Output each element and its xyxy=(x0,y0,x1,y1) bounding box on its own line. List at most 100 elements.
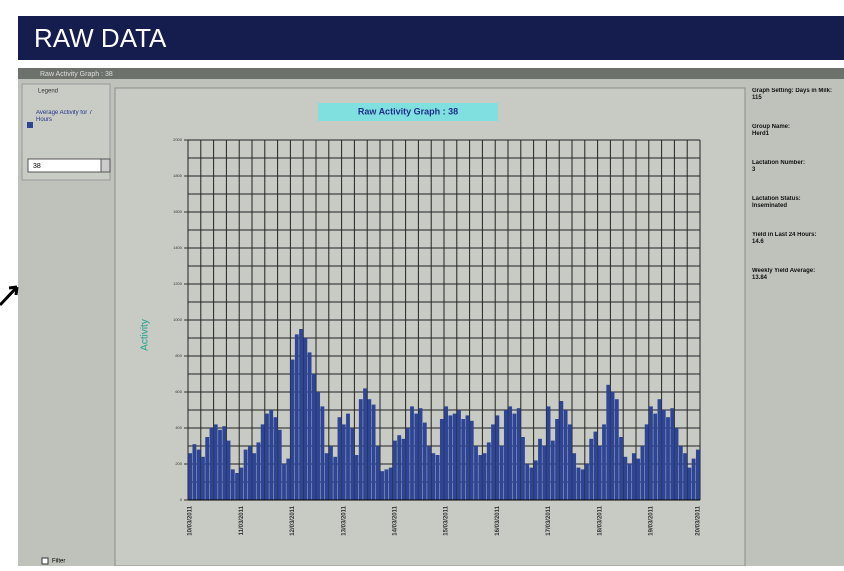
bar xyxy=(209,428,214,500)
header-title: RAW DATA xyxy=(34,23,167,53)
header-bar xyxy=(18,16,844,60)
bar xyxy=(269,410,274,500)
bar xyxy=(303,338,308,500)
bar xyxy=(486,442,491,500)
bar xyxy=(606,384,611,500)
bar xyxy=(631,453,636,500)
bar xyxy=(201,456,205,500)
x-tick-label: 12/03/2011 xyxy=(290,505,296,535)
info-label: Lactation Status: xyxy=(752,196,801,202)
bar xyxy=(666,417,670,500)
bar xyxy=(563,410,568,500)
bar xyxy=(550,440,555,500)
bar xyxy=(678,446,683,500)
y-tick-label: 1000 xyxy=(173,317,183,322)
bar xyxy=(444,406,449,500)
bar xyxy=(627,464,632,500)
checkbox[interactable] xyxy=(41,557,49,565)
window-title: Raw Activity Graph : 38 xyxy=(40,71,113,78)
bar xyxy=(422,422,427,500)
bar xyxy=(649,406,653,500)
bar xyxy=(243,449,248,500)
info-text: Graph Setting: Days in Milk: 115 xyxy=(752,88,840,102)
bar xyxy=(461,419,466,500)
bar xyxy=(657,399,662,500)
info-label: Lactation Number: xyxy=(752,160,806,166)
bar xyxy=(572,453,577,500)
bar xyxy=(256,442,261,500)
arrow xyxy=(0,285,19,307)
chart-title: Raw Activity Graph : 38 xyxy=(358,106,458,116)
bar xyxy=(213,424,218,500)
bar xyxy=(542,446,547,500)
bar xyxy=(589,438,594,500)
info-text: Lactation Number: 3 xyxy=(752,160,840,174)
bar xyxy=(597,446,602,500)
info-item: Lactation Status:Inseminated xyxy=(752,196,801,209)
bar xyxy=(674,428,679,500)
bar xyxy=(273,417,278,500)
bar xyxy=(333,456,338,500)
bar xyxy=(495,415,500,500)
bar xyxy=(311,374,316,500)
bar xyxy=(478,455,483,500)
y-tick-label: 600 xyxy=(175,389,182,394)
bar xyxy=(521,437,525,500)
y-tick-label: 1800 xyxy=(173,173,183,178)
x-tick-label: 15/03/2011 xyxy=(444,505,450,535)
x-tick-label: 10/03/2011 xyxy=(188,505,194,535)
bar xyxy=(431,453,436,500)
bar xyxy=(469,420,474,500)
bar xyxy=(290,359,295,500)
selector-button[interactable] xyxy=(100,158,111,173)
y-tick-label: 0 xyxy=(180,497,183,502)
chart-title-box xyxy=(318,103,498,121)
bar xyxy=(435,455,440,500)
x-tick-label: 20/03/2011 xyxy=(695,505,701,535)
bar xyxy=(384,469,389,500)
bar xyxy=(363,388,367,500)
bar xyxy=(341,424,346,500)
bar xyxy=(538,438,542,500)
x-tick-label: 14/03/2011 xyxy=(393,505,399,535)
bar xyxy=(324,453,329,500)
bar xyxy=(294,334,299,500)
window-title-bar xyxy=(18,68,844,79)
bar xyxy=(640,446,645,500)
x-tick-label: 16/03/2011 xyxy=(495,505,501,535)
bar xyxy=(529,467,534,500)
bar xyxy=(636,458,641,500)
legend-item-box: Average Activity for 7 Hours xyxy=(36,110,92,123)
bar xyxy=(525,464,530,500)
info-label: Graph Setting: Days in Milk: xyxy=(752,88,833,94)
bar xyxy=(533,460,538,500)
bar xyxy=(375,446,380,500)
x-tick-label: 17/03/2011 xyxy=(546,505,552,535)
info-item: Weekly Yield Average:13.84 xyxy=(752,268,840,282)
bar xyxy=(559,401,564,500)
info-text: Weekly Yield Average: 13.84 xyxy=(752,268,840,282)
bar xyxy=(623,456,628,500)
bar xyxy=(512,413,517,500)
bar xyxy=(555,419,559,500)
info-panel: Graph Setting: Days in Milk:115 Group Nam… xyxy=(752,88,840,282)
bar xyxy=(546,406,551,500)
info-text: Yield in Last 24 Hours: 14.6 xyxy=(752,232,840,246)
bar xyxy=(576,467,581,500)
info-item: Lactation Number:3 xyxy=(752,160,840,174)
bar xyxy=(465,415,470,500)
info-text: Group Name: Herd1 xyxy=(752,124,840,138)
x-tick-label: 11/03/2011 xyxy=(239,505,245,535)
y-tick-label: 1400 xyxy=(173,245,183,250)
bar xyxy=(503,410,508,500)
selector-value: 38 xyxy=(33,163,41,170)
y-tick-label: 200 xyxy=(175,461,182,466)
plot: 0 200 400 600 800 1000 1200 1400 1600 1800 2000 10/… xyxy=(173,137,701,536)
bar xyxy=(286,458,291,500)
bar xyxy=(644,424,649,500)
bar xyxy=(670,408,675,500)
bar xyxy=(439,419,444,500)
info-label: Group Name: xyxy=(752,124,791,130)
bar xyxy=(602,424,606,500)
